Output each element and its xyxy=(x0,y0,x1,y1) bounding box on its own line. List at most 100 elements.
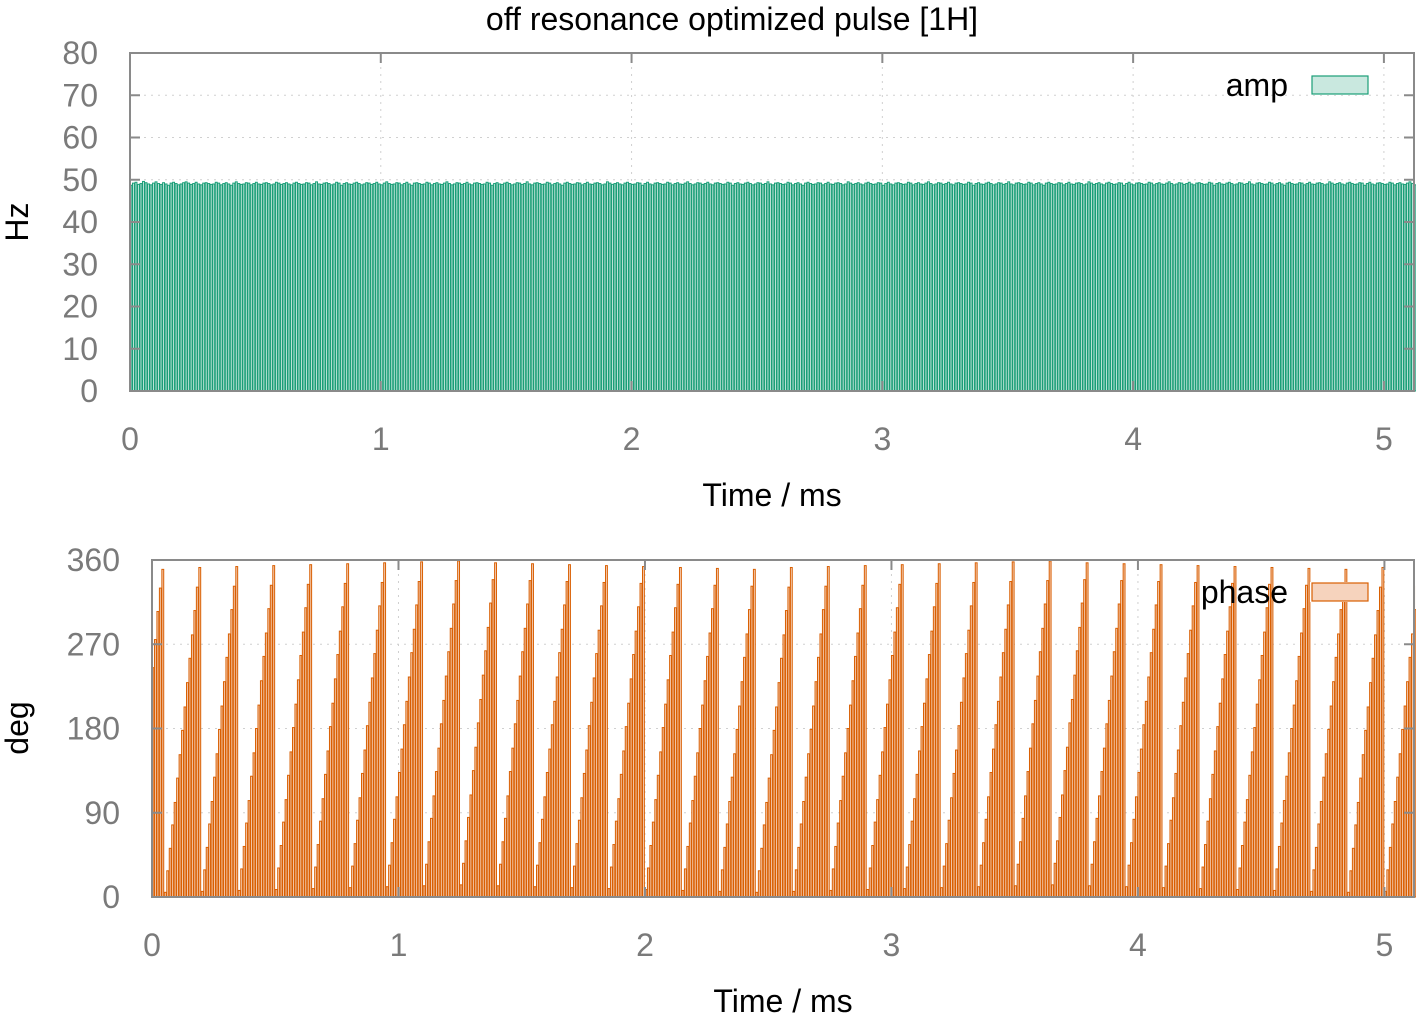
bar xyxy=(757,870,761,898)
bar xyxy=(905,866,909,898)
bar xyxy=(558,652,562,898)
bar xyxy=(1145,183,1149,392)
bar xyxy=(464,840,468,898)
bar xyxy=(1333,183,1337,392)
bar xyxy=(888,679,892,898)
bar xyxy=(1112,183,1116,392)
bar xyxy=(1339,609,1343,898)
bar xyxy=(1032,184,1036,392)
bar xyxy=(688,183,692,392)
bar xyxy=(1007,181,1011,392)
bar xyxy=(987,796,990,898)
bar xyxy=(1290,183,1294,392)
bar xyxy=(767,777,771,898)
phase-panel: 0 90 180 270 360 0 1 2 3 4 5 Time / ms deg phase xyxy=(0,542,1416,1016)
bar xyxy=(355,181,359,392)
bar xyxy=(214,181,218,392)
bar xyxy=(208,823,212,898)
x-tick-label: 0 xyxy=(121,421,139,457)
bar xyxy=(188,657,192,898)
bar xyxy=(819,182,823,392)
bar xyxy=(861,584,865,898)
bar xyxy=(523,183,527,392)
bar xyxy=(628,183,632,392)
bar xyxy=(250,775,253,898)
bar xyxy=(407,183,411,392)
bar xyxy=(400,748,404,898)
bar xyxy=(1201,866,1205,898)
bar xyxy=(425,863,428,898)
bar xyxy=(1408,656,1412,898)
bar xyxy=(836,822,840,898)
bar xyxy=(1374,634,1377,898)
bar xyxy=(353,843,357,898)
bar xyxy=(415,604,419,898)
bar xyxy=(518,675,522,898)
bar xyxy=(1078,626,1082,898)
bar xyxy=(341,606,345,898)
bar xyxy=(545,771,549,898)
bar xyxy=(1181,701,1185,898)
bar xyxy=(819,633,823,898)
bar xyxy=(239,183,243,392)
bar xyxy=(1077,182,1081,392)
bar xyxy=(1378,586,1382,898)
bar xyxy=(486,626,490,898)
bar xyxy=(215,753,219,898)
bar xyxy=(465,181,469,392)
bar xyxy=(740,681,744,898)
bar xyxy=(1012,184,1016,392)
bar xyxy=(721,183,725,392)
bar xyxy=(1235,183,1239,392)
bar xyxy=(321,798,325,898)
bar xyxy=(484,650,488,898)
bar xyxy=(495,182,499,392)
bar xyxy=(1368,181,1372,392)
bar xyxy=(1317,823,1321,898)
bar xyxy=(999,676,1003,898)
bar xyxy=(826,181,830,392)
bar xyxy=(608,182,612,392)
bar xyxy=(592,677,596,898)
bar xyxy=(824,585,828,898)
bar xyxy=(388,864,391,898)
bar xyxy=(1206,820,1210,898)
bar xyxy=(1398,182,1402,392)
bar xyxy=(1125,886,1128,898)
bar xyxy=(432,795,436,898)
bar xyxy=(886,703,889,898)
bar xyxy=(1211,773,1215,898)
bar xyxy=(272,183,276,392)
bar xyxy=(343,582,347,898)
bar xyxy=(347,183,351,392)
bar xyxy=(264,182,268,392)
bar xyxy=(617,798,621,898)
bar xyxy=(856,632,860,898)
bar xyxy=(363,749,367,898)
bar xyxy=(1253,184,1256,392)
bar xyxy=(475,182,479,392)
bar xyxy=(989,183,993,392)
bar xyxy=(370,677,374,898)
bar xyxy=(1371,657,1375,898)
bar xyxy=(368,701,372,898)
bar xyxy=(914,183,918,392)
bar xyxy=(801,184,805,392)
bar xyxy=(327,183,331,392)
bar xyxy=(730,776,734,898)
bar xyxy=(696,752,700,898)
bar xyxy=(1391,823,1395,898)
bar xyxy=(841,775,845,898)
bar xyxy=(463,183,466,392)
bar xyxy=(301,631,305,898)
bar xyxy=(593,182,597,392)
bar xyxy=(422,885,426,898)
bar xyxy=(207,183,211,392)
bar xyxy=(483,183,487,392)
bar xyxy=(626,181,629,392)
bar xyxy=(473,182,476,392)
bar xyxy=(570,887,574,898)
bar xyxy=(618,183,622,392)
bar xyxy=(1095,817,1099,898)
bar xyxy=(896,182,900,392)
